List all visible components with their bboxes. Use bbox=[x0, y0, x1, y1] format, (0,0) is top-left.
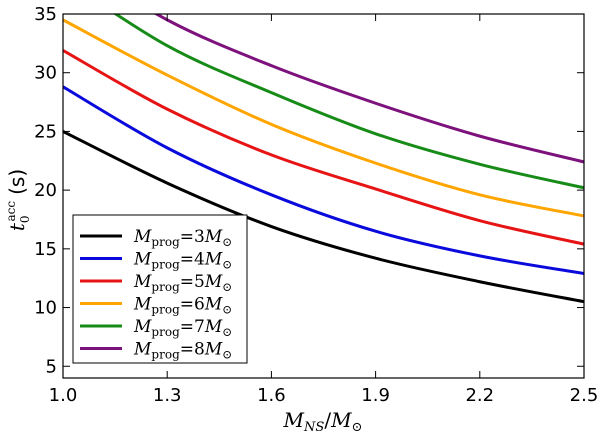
y-tick-label: 10 bbox=[34, 298, 57, 319]
legend-entry-mprog-3: Mprog=3M⊙ bbox=[80, 227, 232, 249]
legend-label: Mprog=5M⊙ bbox=[133, 272, 232, 294]
series-line-mprog-4 bbox=[63, 85, 584, 275]
x-tick-label: 1.9 bbox=[361, 385, 390, 406]
x-tick-label: 1.6 bbox=[257, 385, 286, 406]
y-axis-label: t0acc(s) bbox=[4, 169, 32, 231]
plot-frame bbox=[62, 13, 585, 379]
y-tick-label: 20 bbox=[34, 180, 57, 201]
series-line-mprog-6 bbox=[63, 18, 584, 218]
x-tick-label: 1.3 bbox=[153, 385, 182, 406]
y-tick-label: 30 bbox=[34, 63, 57, 84]
legend-entry-mprog-4: Mprog=4M⊙ bbox=[80, 250, 232, 272]
y-tick-label: 25 bbox=[34, 121, 57, 142]
series-layer bbox=[63, 14, 584, 304]
y-tick-label: 5 bbox=[46, 356, 57, 377]
series-line-mprog-3 bbox=[63, 130, 584, 304]
series-line-mprog-7 bbox=[112, 14, 584, 190]
x-tick-label: 2.2 bbox=[465, 385, 494, 406]
ticks-layer: 1.0 1.3 1.6 1.9 2.2 2.5 5 10 15 20 25 30 35 bbox=[34, 4, 598, 406]
legend-label: Mprog=8M⊙ bbox=[133, 340, 232, 362]
legend: Mprog=3M⊙Mprog=4M⊙Mprog=5M⊙Mprog=6M⊙Mpro… bbox=[72, 214, 248, 364]
x-tick-label: 1.0 bbox=[49, 385, 78, 406]
legend-entry-mprog-6: Mprog=6M⊙ bbox=[80, 295, 232, 317]
legend-label: Mprog=7M⊙ bbox=[133, 317, 232, 339]
legend-label: Mprog=3M⊙ bbox=[133, 227, 232, 249]
y-tick-label: 35 bbox=[34, 4, 57, 25]
series-line-mprog-5 bbox=[63, 49, 584, 246]
legend-entry-mprog-8: Mprog=8M⊙ bbox=[80, 340, 232, 362]
x-tick-label: 2.5 bbox=[570, 385, 599, 406]
legend-entry-mprog-7: Mprog=7M⊙ bbox=[80, 317, 232, 339]
x-axis-label: MNS/M⊙ bbox=[283, 408, 363, 434]
legend-label: Mprog=4M⊙ bbox=[133, 250, 232, 272]
series-line-mprog-8 bbox=[153, 14, 584, 164]
legend-entry-mprog-5: Mprog=5M⊙ bbox=[80, 272, 232, 294]
legend-box bbox=[72, 214, 248, 364]
svg-text:t0acc(s): t0acc(s) bbox=[4, 169, 32, 231]
y-tick-label: 15 bbox=[34, 239, 57, 260]
legend-label: Mprog=6M⊙ bbox=[133, 295, 232, 317]
